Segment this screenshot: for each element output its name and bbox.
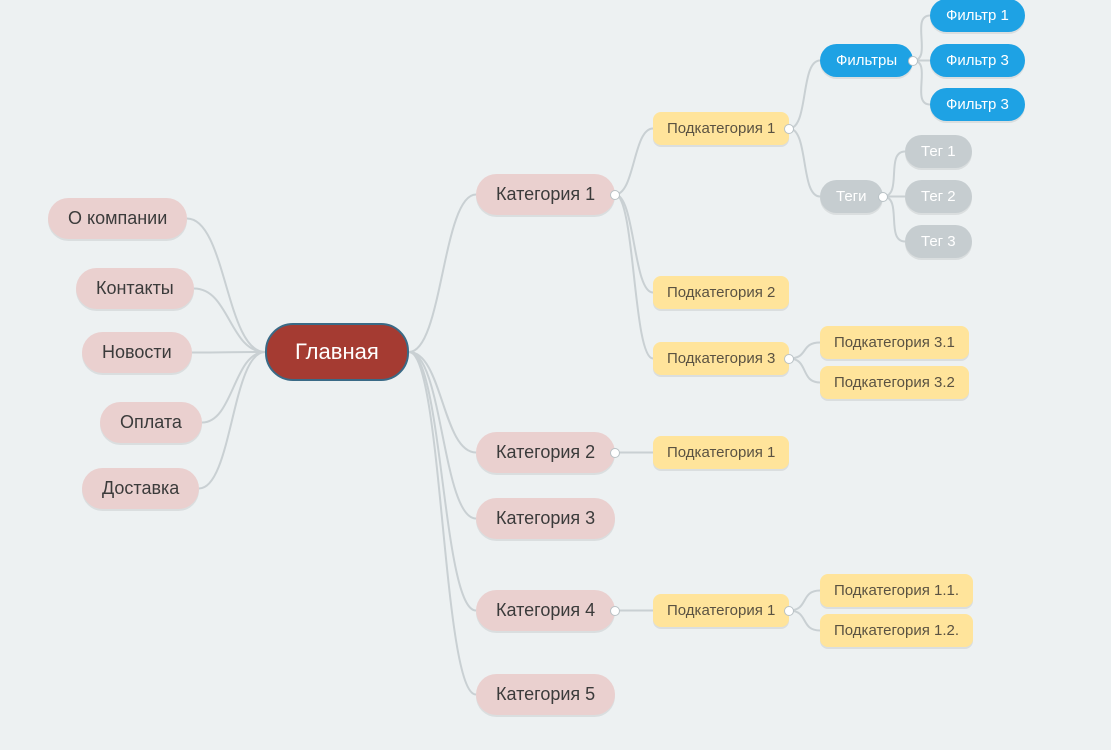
node-f2[interactable]: Фильтр 3 [930,44,1025,77]
node-c4s12[interactable]: Подкатегория 1.2. [820,614,973,647]
node-cat3[interactable]: Категория 3 [476,498,615,539]
edge-sub3-s32 [789,359,820,383]
branch-dot [610,190,620,200]
edge-cat1-sub2 [615,195,653,293]
edge-filters-f1 [913,16,930,61]
node-filters[interactable]: Фильтры [820,44,913,77]
node-sub3[interactable]: Подкатегория 3 [653,342,789,375]
node-news[interactable]: Новости [82,332,192,373]
edge-tags-t3 [883,197,905,242]
branch-dot [784,606,794,616]
node-root[interactable]: Главная [265,323,409,381]
edge-root-cat1 [409,195,476,353]
node-sub1[interactable]: Подкатегория 1 [653,112,789,145]
branch-dot [784,354,794,364]
edge-filters-f3 [913,61,930,105]
mindmap-canvas: Главная О компании Контакты Новости Оплата До… [0,0,1111,750]
node-cat4[interactable]: Категория 4 [476,590,615,631]
branch-dot [610,606,620,616]
node-c4s1[interactable]: Подкатегория 1 [653,594,789,627]
node-t2[interactable]: Тег 2 [905,180,972,213]
node-cat5[interactable]: Категория 5 [476,674,615,715]
branch-dot [784,124,794,134]
node-pay[interactable]: Оплата [100,402,202,443]
edge-root-cat2 [409,352,476,453]
node-contacts[interactable]: Контакты [76,268,194,309]
edge-cat1-sub3 [615,195,653,359]
edge-sub1-tags [789,129,820,197]
node-cat1[interactable]: Категория 1 [476,174,615,215]
branch-dot [610,448,620,458]
branch-dot [908,56,918,66]
edge-root-cat4 [409,352,476,611]
edge-root-contacts [194,289,265,353]
edge-root-about [187,219,265,353]
edge-c4s1-c4s11 [789,591,820,611]
edge-c4s1-c4s12 [789,611,820,631]
edge-root-news [192,352,265,353]
node-cat2[interactable]: Категория 2 [476,432,615,473]
branch-dot [878,192,888,202]
node-c4s11[interactable]: Подкатегория 1.1. [820,574,973,607]
edge-sub1-filters [789,61,820,129]
node-about[interactable]: О компании [48,198,187,239]
node-c2s1[interactable]: Подкатегория 1 [653,436,789,469]
edge-root-ship [199,352,265,489]
edge-root-cat3 [409,352,476,519]
node-s31[interactable]: Подкатегория 3.1 [820,326,969,359]
node-ship[interactable]: Доставка [82,468,199,509]
node-s32[interactable]: Подкатегория 3.2 [820,366,969,399]
node-t1[interactable]: Тег 1 [905,135,972,168]
edge-root-cat5 [409,352,476,695]
node-f3[interactable]: Фильтр 3 [930,88,1025,121]
node-sub2[interactable]: Подкатегория 2 [653,276,789,309]
node-t3[interactable]: Тег 3 [905,225,972,258]
edge-root-pay [202,352,265,423]
edge-cat1-sub1 [615,129,653,195]
edge-tags-t1 [883,152,905,197]
node-tags[interactable]: Теги [820,180,883,213]
node-f1[interactable]: Фильтр 1 [930,0,1025,32]
